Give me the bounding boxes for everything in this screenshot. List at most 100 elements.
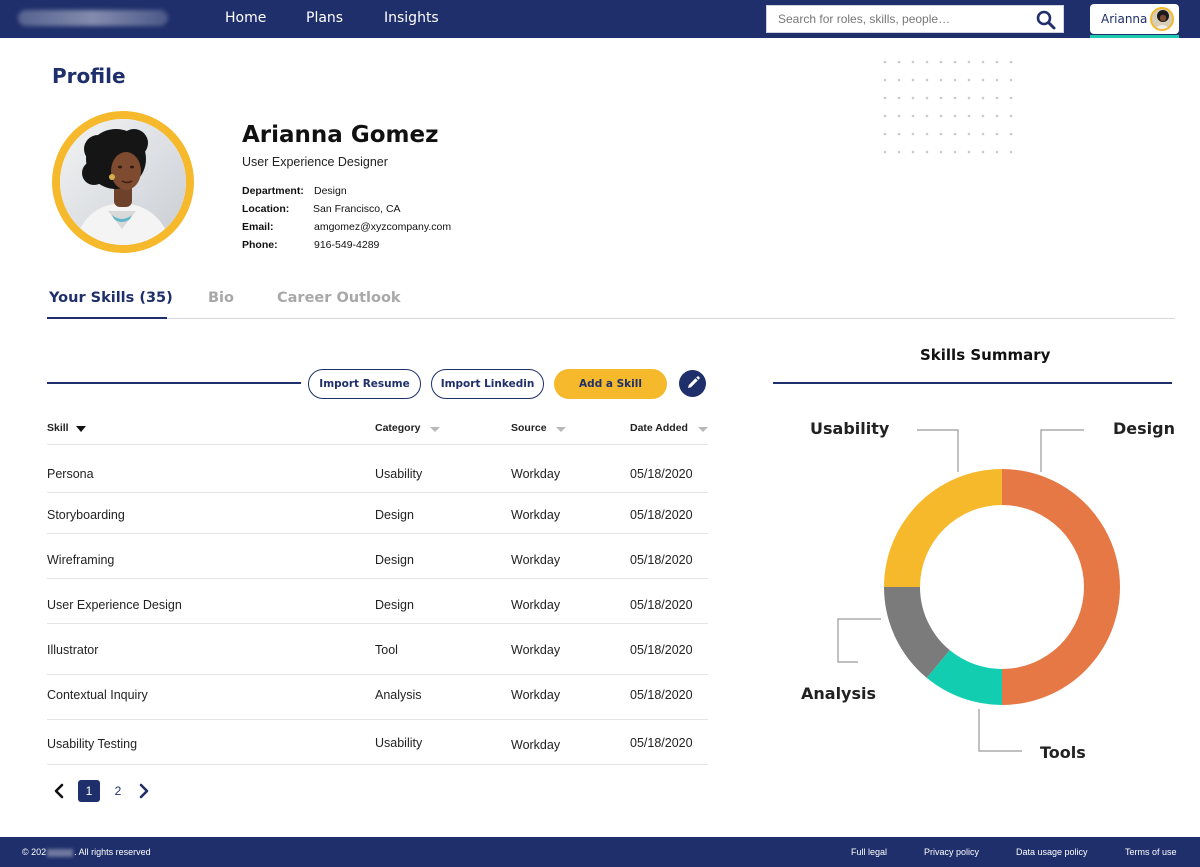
add-skill-button[interactable]: Add a Skill xyxy=(554,369,667,399)
user-active-indicator xyxy=(1090,35,1179,38)
next-page-icon[interactable] xyxy=(136,782,152,800)
toolbar-divider xyxy=(47,382,301,384)
date-cell: 05/18/2020 xyxy=(630,508,693,522)
privacy-policy-link[interactable]: Privacy policy xyxy=(924,847,980,857)
company-logo[interactable] xyxy=(18,10,168,26)
chart-label-tools: Tools xyxy=(1040,743,1086,762)
company-name-redacted xyxy=(47,848,74,857)
source-cell: Workday xyxy=(511,643,561,657)
date-cell: 05/18/2020 xyxy=(630,467,693,481)
row-divider xyxy=(47,533,708,534)
search-input[interactable] xyxy=(767,6,1029,32)
column-header-category[interactable]: Category xyxy=(375,422,421,434)
skill-cell: User Experience Design xyxy=(47,598,182,612)
skill-cell: Illustrator xyxy=(47,643,99,657)
design-leader-line xyxy=(1040,429,1084,472)
top-navigation-bar: Home Plans Insights Arianna xyxy=(0,0,1200,38)
phone-label: Phone: xyxy=(242,239,278,251)
terms-of-use-link[interactable]: Terms of use xyxy=(1125,847,1177,857)
user-avatar xyxy=(1150,7,1174,31)
person-portrait-icon xyxy=(60,119,186,245)
active-tab-indicator xyxy=(47,317,167,319)
category-cell: Design xyxy=(375,598,414,612)
donut-slice-design[interactable] xyxy=(1002,469,1120,705)
row-divider xyxy=(47,578,708,579)
donut-slice-usability[interactable] xyxy=(884,469,1002,587)
full-legal-link[interactable]: Full legal xyxy=(851,847,888,857)
source-cell: Workday xyxy=(511,738,561,752)
summary-divider xyxy=(773,382,1172,384)
phone-value: 916-549-4289 xyxy=(314,239,380,251)
donut-slice-analysis[interactable] xyxy=(884,587,950,678)
page-2-button[interactable]: 2 xyxy=(114,784,122,798)
sort-icon[interactable] xyxy=(698,427,708,432)
nav-plans[interactable]: Plans xyxy=(306,10,344,26)
category-cell: Design xyxy=(375,508,414,522)
profile-photo-image xyxy=(60,119,186,245)
user-menu-button[interactable]: Arianna xyxy=(1090,4,1179,34)
avatar-portrait-icon xyxy=(1152,9,1172,29)
chart-label-analysis: Analysis xyxy=(801,684,877,703)
skill-cell: Storyboarding xyxy=(47,508,125,522)
global-search xyxy=(766,5,1064,33)
column-header-skill[interactable]: Skill xyxy=(47,422,69,434)
row-divider xyxy=(47,719,708,720)
usability-leader-line xyxy=(917,429,959,472)
chart-label-usability: Usability xyxy=(810,419,890,438)
source-cell: Workday xyxy=(511,467,561,481)
page-1-button[interactable]: 1 xyxy=(78,780,100,802)
date-cell: 05/18/2020 xyxy=(630,688,693,702)
location-label: Location: xyxy=(242,203,290,215)
data-usage-policy-link[interactable]: Data usage policy xyxy=(1016,847,1088,857)
copyright-suffix: . All rights reserved xyxy=(74,847,151,857)
footer: © 202 . All rights reserved Full legal Pr… xyxy=(0,837,1200,867)
tabs-divider xyxy=(47,318,1175,319)
table-header-divider xyxy=(47,444,708,445)
row-divider xyxy=(47,674,708,675)
tab-bio[interactable]: Bio xyxy=(208,290,234,306)
import-resume-button[interactable]: Import Resume xyxy=(308,369,421,399)
column-header-date-added[interactable]: Date Added xyxy=(630,422,688,434)
person-job-title: User Experience Designer xyxy=(242,155,388,169)
column-header-source[interactable]: Source xyxy=(511,422,547,434)
search-icon[interactable] xyxy=(1035,9,1057,31)
pencil-icon xyxy=(688,376,700,388)
date-cell: 05/18/2020 xyxy=(630,736,693,750)
department-label: Department: xyxy=(242,185,304,197)
analysis-leader-line xyxy=(837,618,881,663)
sort-icon[interactable] xyxy=(556,427,566,432)
tab-your-skills[interactable]: Your Skills (35) xyxy=(49,290,173,306)
source-cell: Workday xyxy=(511,598,561,612)
location-value: San Francisco, CA xyxy=(313,203,401,215)
tab-career-outlook[interactable]: Career Outlook xyxy=(277,290,401,306)
copyright-year: © 202 xyxy=(22,847,47,857)
date-cell: 05/18/2020 xyxy=(630,643,693,657)
source-cell: Workday xyxy=(511,553,561,567)
skill-cell: Wireframing xyxy=(47,553,115,567)
row-divider xyxy=(47,623,708,624)
nav-home[interactable]: Home xyxy=(225,10,267,26)
copyright-text: © 202 . All rights reserved xyxy=(22,847,151,857)
user-name: Arianna xyxy=(1101,12,1148,26)
person-name: Arianna Gomez xyxy=(242,122,439,148)
source-cell: Workday xyxy=(511,508,561,522)
sort-icon[interactable] xyxy=(430,427,440,432)
page-title: Profile xyxy=(52,64,126,88)
import-linkedin-button[interactable]: Import Linkedin xyxy=(431,369,544,399)
tools-leader-line xyxy=(978,709,1022,752)
category-cell: Analysis xyxy=(375,688,422,702)
category-cell: Usability xyxy=(375,467,423,481)
donut-slice-tools[interactable] xyxy=(926,650,1002,705)
edit-skills-button[interactable] xyxy=(679,370,706,397)
date-cell: 05/18/2020 xyxy=(630,553,693,567)
profile-photo xyxy=(52,111,194,253)
email-value[interactable]: amgomez@xyzcompany.com xyxy=(314,221,452,233)
skills-donut-chart xyxy=(837,429,1120,752)
date-cell: 05/18/2020 xyxy=(630,598,693,612)
category-cell: Usability xyxy=(375,736,423,750)
sort-desc-icon[interactable] xyxy=(76,426,86,432)
nav-insights[interactable]: Insights xyxy=(384,10,439,26)
previous-page-icon[interactable] xyxy=(51,782,67,800)
row-divider xyxy=(47,764,708,765)
category-cell: Tool xyxy=(375,643,398,657)
